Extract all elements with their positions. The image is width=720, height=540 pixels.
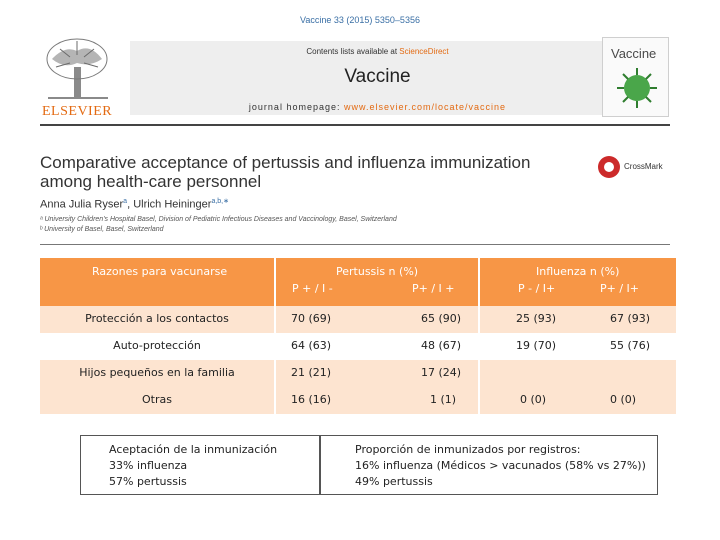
article-title-line2: among health-care personnel [40, 172, 262, 191]
value-cell: 48 (67) [421, 339, 462, 352]
contents-prefix: Contents lists available at [306, 47, 398, 56]
value-cell: 0 (0) [520, 393, 547, 406]
crossmark-label: CrossMark [624, 162, 663, 171]
reason-cell: Otras [142, 393, 172, 406]
reasons-table: Razones para vacunarse Pertussis n (%) P… [40, 258, 676, 414]
contents-line: Contents lists available at ScienceDirec… [130, 47, 625, 56]
table-row: Hijos pequeños en la familia 21 (21) 17 … [40, 360, 676, 387]
header-pertussis: Pertussis n (%) [336, 265, 419, 278]
value-cell: 67 (93) [610, 312, 651, 325]
table-row: Auto-protección 64 (63) 48 (67) 19 (70) … [40, 333, 676, 360]
journal-cover-thumbnail: Vaccine [602, 37, 669, 117]
table-header-row: Razones para vacunarse Pertussis n (%) P… [40, 258, 676, 306]
acceptance-line: 57% pertussis [109, 475, 187, 488]
value-cell: 21 (21) [291, 366, 332, 379]
journal-name: Vaccine [344, 66, 411, 87]
homepage-prefix: journal homepage: [248, 102, 341, 112]
registry-heading: Proporción de inmunizados por registros: [355, 443, 581, 456]
homepage-link[interactable]: www.elsevier.com/locate/vaccine [344, 102, 507, 112]
registry-line: 49% pertussis [355, 475, 433, 488]
virus-icon [617, 68, 657, 108]
value-cell: 17 (24) [421, 366, 462, 379]
value-cell: 70 (69) [291, 312, 332, 325]
registry-summary-box: Proporción de inmunizados por registros:… [320, 435, 658, 495]
table-row: Protección a los contactos 70 (69) 65 (9… [40, 306, 676, 333]
journal-reference: Vaccine 33 (2015) 5350–5356 [300, 15, 420, 25]
table-row: Otras 16 (16) 1 (1) 0 (0) 0 (0) [40, 387, 676, 414]
cover-title: Vaccine [611, 46, 657, 61]
article-title-line1: Comparative acceptance of pertussis and … [40, 153, 531, 172]
registry-line: 16% influenza (Médicos > vacunados (58% … [355, 459, 646, 472]
affiliation-a: ᵃ University Children's Hospital Basel, … [40, 216, 397, 223]
header-pertussis-sub2: P+ / I + [412, 282, 455, 295]
value-cell: 65 (90) [421, 312, 462, 325]
value-cell: 16 (16) [291, 393, 332, 406]
elsevier-tree-logo-icon [40, 37, 115, 117]
crossmark-button[interactable]: CrossMark [598, 156, 674, 178]
journal-banner: Contents lists available at ScienceDirec… [130, 41, 625, 115]
author-affil-marker: a,b,∗ [211, 198, 229, 205]
acceptance-summary-box: Aceptación de la inmunización 33% influe… [80, 435, 320, 495]
author-affil-marker: a [123, 198, 128, 205]
header-influenza-sub2: P+ / I+ [600, 282, 640, 295]
section-divider [40, 244, 670, 245]
value-cell: 1 (1) [430, 393, 457, 406]
header-pertussis-sub1: P + / I - [292, 282, 333, 295]
value-cell: 0 (0) [610, 393, 637, 406]
author-list: Anna Julia Rysera, Ulrich Heiningera,b,∗ [40, 197, 229, 211]
crossmark-icon [598, 156, 620, 178]
reason-cell: Auto-protección [113, 339, 201, 352]
article-title: Comparative acceptance of pertussis and … [40, 153, 570, 191]
acceptance-heading: Aceptación de la inmunización [109, 443, 278, 456]
author-separator: , [127, 198, 134, 211]
value-cell: 55 (76) [610, 339, 651, 352]
author-name[interactable]: Anna Julia Ryser [40, 198, 124, 211]
header-reasons: Razones para vacunarse [92, 265, 228, 278]
homepage-line: journal homepage: www.elsevier.com/locat… [130, 102, 625, 112]
journal-header: ELSEVIER Contents lists available at Sci… [40, 37, 670, 119]
header-influenza: Influenza n (%) [536, 265, 620, 278]
acceptance-line: 33% influenza [109, 459, 188, 472]
value-cell: 19 (70) [516, 339, 557, 352]
affiliation-b: ᵇ University of Basel, Basel, Switzerlan… [40, 226, 164, 233]
reason-cell: Hijos pequeños en la familia [79, 366, 235, 379]
value-cell: 64 (63) [291, 339, 332, 352]
reason-cell: Protección a los contactos [85, 312, 229, 325]
value-cell: 25 (93) [516, 312, 557, 325]
header-rule [40, 124, 670, 126]
header-influenza-sub1: P - / I+ [518, 282, 556, 295]
publisher-name: ELSEVIER [42, 104, 113, 119]
author-name[interactable]: Ulrich Heininger [133, 198, 212, 211]
sciencedirect-link[interactable]: ScienceDirect [399, 47, 449, 56]
